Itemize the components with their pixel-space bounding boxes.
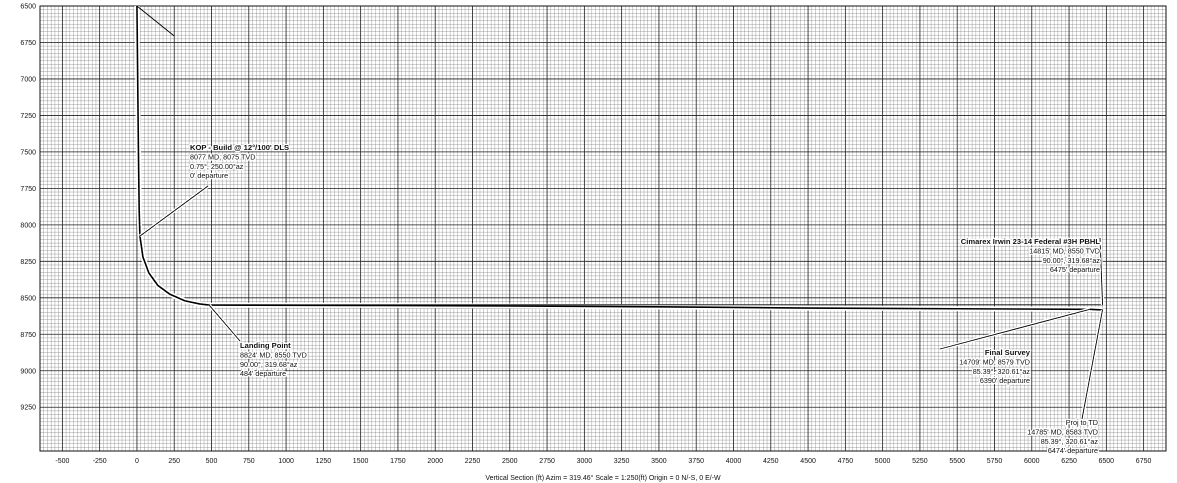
- x-tick-label: 4000: [726, 458, 742, 465]
- annotation-line: 0' departure: [190, 171, 228, 180]
- x-tick-label: 6500: [1099, 458, 1115, 465]
- x-tick-label: 3750: [688, 458, 704, 465]
- y-tick-label: 9250: [20, 405, 36, 412]
- x-tick-label: -250: [93, 458, 107, 465]
- y-tick-label: 7000: [20, 77, 36, 84]
- annotation-line: KOP - Build @ 12°/100' DLS: [190, 143, 289, 152]
- annotation-line: 14785' MD, 8583 TVD: [1027, 427, 1098, 436]
- leader-line: [208, 304, 241, 342]
- x-tick-label: -500: [55, 458, 69, 465]
- y-tick-label: 7500: [20, 149, 36, 156]
- x-tick-label: 5000: [875, 458, 891, 465]
- well-path-line: [136, 5, 1103, 311]
- y-tick-label: 6500: [20, 4, 36, 11]
- y-tick-labels: 6500 6750 7000 7250 7500 7750 8000 8250 8500 8750…: [20, 4, 36, 412]
- plot-frame: [39, 5, 1167, 452]
- x-tick-label: 3250: [614, 458, 630, 465]
- annotation-line: Landing Point: [240, 341, 291, 350]
- x-tick-label: 2750: [539, 458, 555, 465]
- x-tick-label: 1750: [390, 458, 406, 465]
- x-tick-label: 2250: [465, 458, 481, 465]
- annotation-line: 90.00°, 319.68°az: [1043, 256, 1101, 265]
- annotation-line: 14709' MD, 8579 TVD: [959, 357, 1030, 366]
- annotation-line: 6474' departure: [1048, 446, 1098, 455]
- x-tick-label: 4500: [800, 458, 816, 465]
- annotation-line: 85.39°, 320.61°az: [1041, 437, 1099, 446]
- x-tick-label: 2000: [427, 458, 443, 465]
- leader-line: [1081, 309, 1103, 420]
- annotation-line: Cimarex Irwin 23-14 Federal #3H PBHL: [961, 237, 1101, 246]
- x-tick-label: 6250: [1061, 458, 1077, 465]
- x-tick-label: 0: [135, 458, 139, 465]
- annotation-line: Proj to TD: [1066, 418, 1098, 427]
- y-tick-label: 8000: [20, 222, 36, 229]
- major-grid-lines: [40, 5, 1166, 451]
- leader-line: [139, 185, 209, 237]
- x-tick-label: 6750: [1136, 458, 1152, 465]
- y-tick-label: 6750: [20, 40, 36, 47]
- leader-line: [1099, 237, 1104, 306]
- major-grid: [40, 5, 1166, 451]
- y-tick-label: 8500: [20, 295, 36, 302]
- x-tick-label: 1500: [353, 458, 369, 465]
- annotation-line: 90.00°, 319.68°az: [240, 360, 298, 369]
- y-tick-label: 7250: [20, 113, 36, 120]
- y-tick-label: 9000: [20, 368, 36, 375]
- annotation-pbhl: Cimarex Irwin 23-14 Federal #3H PBHL1481…: [959, 236, 1105, 306]
- annotation-line: 8824' MD, 8550 TVD: [240, 350, 307, 359]
- x-tick-label: 1250: [316, 458, 332, 465]
- y-tick-label: 7750: [20, 186, 36, 193]
- x-tick-label: 1000: [278, 458, 294, 465]
- x-tick-label: 3500: [651, 458, 667, 465]
- leader-line: [939, 308, 1091, 350]
- y-tick-label: 8750: [20, 332, 36, 339]
- y-tick-label: 8250: [20, 259, 36, 266]
- top-leader: [136, 5, 175, 37]
- x-tick-label: 6000: [1024, 458, 1040, 465]
- x-tick-label: 4250: [763, 458, 779, 465]
- annotation-line: 8077 MD, 8075 TVD: [190, 152, 255, 161]
- annotation-line: 0.75°, 250.00°az: [190, 162, 244, 171]
- annotation-line: 6390' departure: [980, 376, 1030, 385]
- x-tick-label: 750: [243, 458, 255, 465]
- x-tick-label: 500: [206, 458, 218, 465]
- x-tick-label: 5500: [949, 458, 965, 465]
- x-tick-label: 2500: [502, 458, 518, 465]
- x-axis-label: Vertical Section (ft) Azim = 319.46° Sca…: [485, 474, 721, 482]
- annotation-line: 484' departure: [240, 369, 286, 378]
- x-tick-label: 3000: [577, 458, 593, 465]
- x-tick-label: 5750: [987, 458, 1003, 465]
- x-tick-labels: -500 -250 0 250 500 750 1000 1250 1500 1750 2000 22…: [55, 458, 1151, 465]
- annotation-line: 6475' departure: [1050, 265, 1100, 274]
- annotation-line: 14815' MD, 8550 TVD: [1029, 246, 1100, 255]
- annotation-line: Final Survey: [985, 348, 1031, 357]
- x-tick-label: 4750: [838, 458, 854, 465]
- x-tick-label: 250: [168, 458, 180, 465]
- annotation-line: 85.39°, 320.61°az: [973, 367, 1031, 376]
- series-layer: [134, 5, 1103, 313]
- x-tick-label: 5250: [912, 458, 928, 465]
